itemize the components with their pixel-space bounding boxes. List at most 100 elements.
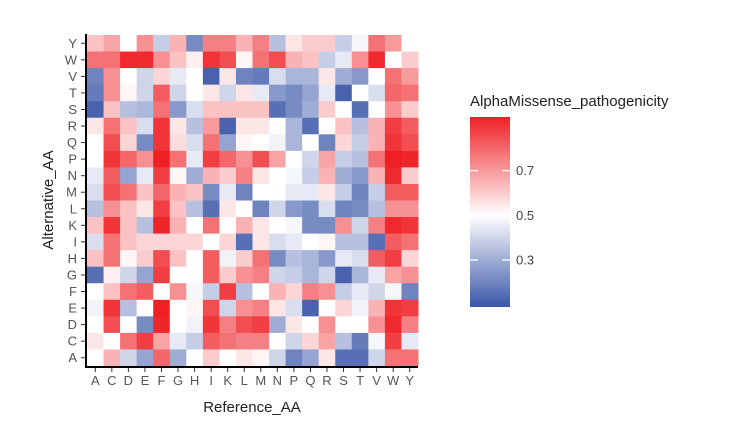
- y-tick-label: R: [68, 119, 77, 134]
- cell-F-P: [153, 150, 171, 168]
- cell-A-D: [87, 316, 105, 334]
- cell-K-D: [219, 316, 237, 334]
- y-tick-label: W: [65, 52, 78, 67]
- cell-Q-I: [302, 233, 320, 251]
- cell-P-Y: [285, 35, 303, 53]
- cell-E-F: [136, 283, 154, 301]
- cell-E-C: [136, 332, 154, 350]
- cell-M-Y: [252, 35, 270, 53]
- cell-H-D: [186, 316, 204, 334]
- cell-E-A: [136, 349, 154, 367]
- x-axis-title: Reference_AA: [203, 399, 301, 416]
- cell-P-T: [285, 84, 303, 102]
- cell-N-K: [269, 217, 287, 235]
- cell-H-I: [186, 233, 204, 251]
- cell-C-L: [103, 200, 121, 218]
- cell-S-Y: [335, 35, 353, 53]
- cell-E-R: [136, 117, 154, 135]
- cell-P-C: [285, 332, 303, 350]
- cell-F-F: [153, 283, 171, 301]
- cell-D-Y: [120, 35, 138, 53]
- cell-K-L: [219, 200, 237, 218]
- cell-Q-Y: [302, 35, 320, 53]
- cell-V-R: [368, 117, 386, 135]
- cell-R-Q: [318, 134, 336, 152]
- cell-H-Y: [186, 35, 204, 53]
- cell-F-E: [153, 299, 171, 317]
- cell-E-I: [136, 233, 154, 251]
- cell-D-D: [120, 316, 138, 334]
- cell-C-G: [103, 266, 121, 284]
- cell-C-P: [103, 150, 121, 168]
- cell-S-A: [335, 349, 353, 367]
- cell-M-R: [252, 117, 270, 135]
- cell-F-V: [153, 68, 171, 86]
- cell-T-S: [351, 101, 369, 119]
- cell-D-E: [120, 299, 138, 317]
- cell-K-G: [219, 266, 237, 284]
- cell-A-M: [87, 183, 105, 201]
- y-tick-label: K: [68, 218, 77, 233]
- cell-P-Q: [285, 134, 303, 152]
- cell-Y-W: [401, 51, 419, 69]
- y-tick-label: H: [68, 251, 77, 266]
- cell-W-T: [384, 84, 402, 102]
- y-tick-label: I: [73, 234, 77, 249]
- cell-V-A: [368, 349, 386, 367]
- cell-T-Y: [351, 35, 369, 53]
- cell-N-H: [269, 250, 287, 268]
- cell-P-R: [285, 117, 303, 135]
- x-tick-label: Q: [305, 373, 315, 388]
- cell-Y-L: [401, 200, 419, 218]
- cell-P-P: [285, 150, 303, 168]
- cell-G-G: [169, 266, 187, 284]
- cell-V-F: [368, 283, 386, 301]
- cell-N-N: [269, 167, 287, 185]
- y-tick-label: F: [69, 284, 77, 299]
- cell-W-M: [384, 183, 402, 201]
- cell-E-T: [136, 84, 154, 102]
- cell-N-L: [269, 200, 287, 218]
- cell-H-L: [186, 200, 204, 218]
- cell-S-G: [335, 266, 353, 284]
- cell-G-T: [169, 84, 187, 102]
- cell-H-P: [186, 150, 204, 168]
- cell-L-D: [235, 316, 253, 334]
- cell-L-F: [235, 283, 253, 301]
- cell-V-I: [368, 233, 386, 251]
- cell-D-W: [120, 51, 138, 69]
- y-tick-label: Y: [68, 36, 77, 51]
- cell-A-F: [87, 283, 105, 301]
- cell-H-F: [186, 283, 204, 301]
- cell-I-F: [202, 283, 220, 301]
- x-tick-label: V: [372, 373, 381, 388]
- cell-L-N: [235, 167, 253, 185]
- x-tick-label: H: [190, 373, 199, 388]
- cell-S-W: [335, 51, 353, 69]
- cell-Q-F: [302, 283, 320, 301]
- cell-M-E: [252, 299, 270, 317]
- cell-W-P: [384, 150, 402, 168]
- cell-Q-W: [302, 51, 320, 69]
- cell-S-K: [335, 217, 353, 235]
- cell-I-Y: [202, 35, 220, 53]
- cell-L-S: [235, 101, 253, 119]
- y-tick-label: L: [70, 201, 77, 216]
- cell-G-W: [169, 51, 187, 69]
- cell-P-L: [285, 200, 303, 218]
- cell-V-W: [368, 51, 386, 69]
- cell-K-E: [219, 299, 237, 317]
- cell-G-S: [169, 101, 187, 119]
- cell-R-N: [318, 167, 336, 185]
- x-tick-label: N: [273, 373, 282, 388]
- cell-Q-N: [302, 167, 320, 185]
- cell-E-N: [136, 167, 154, 185]
- cell-V-K: [368, 217, 386, 235]
- cell-S-M: [335, 183, 353, 201]
- cell-C-V: [103, 68, 121, 86]
- cell-H-W: [186, 51, 204, 69]
- cell-A-Y: [87, 35, 105, 53]
- cell-Y-T: [401, 84, 419, 102]
- cell-F-R: [153, 117, 171, 135]
